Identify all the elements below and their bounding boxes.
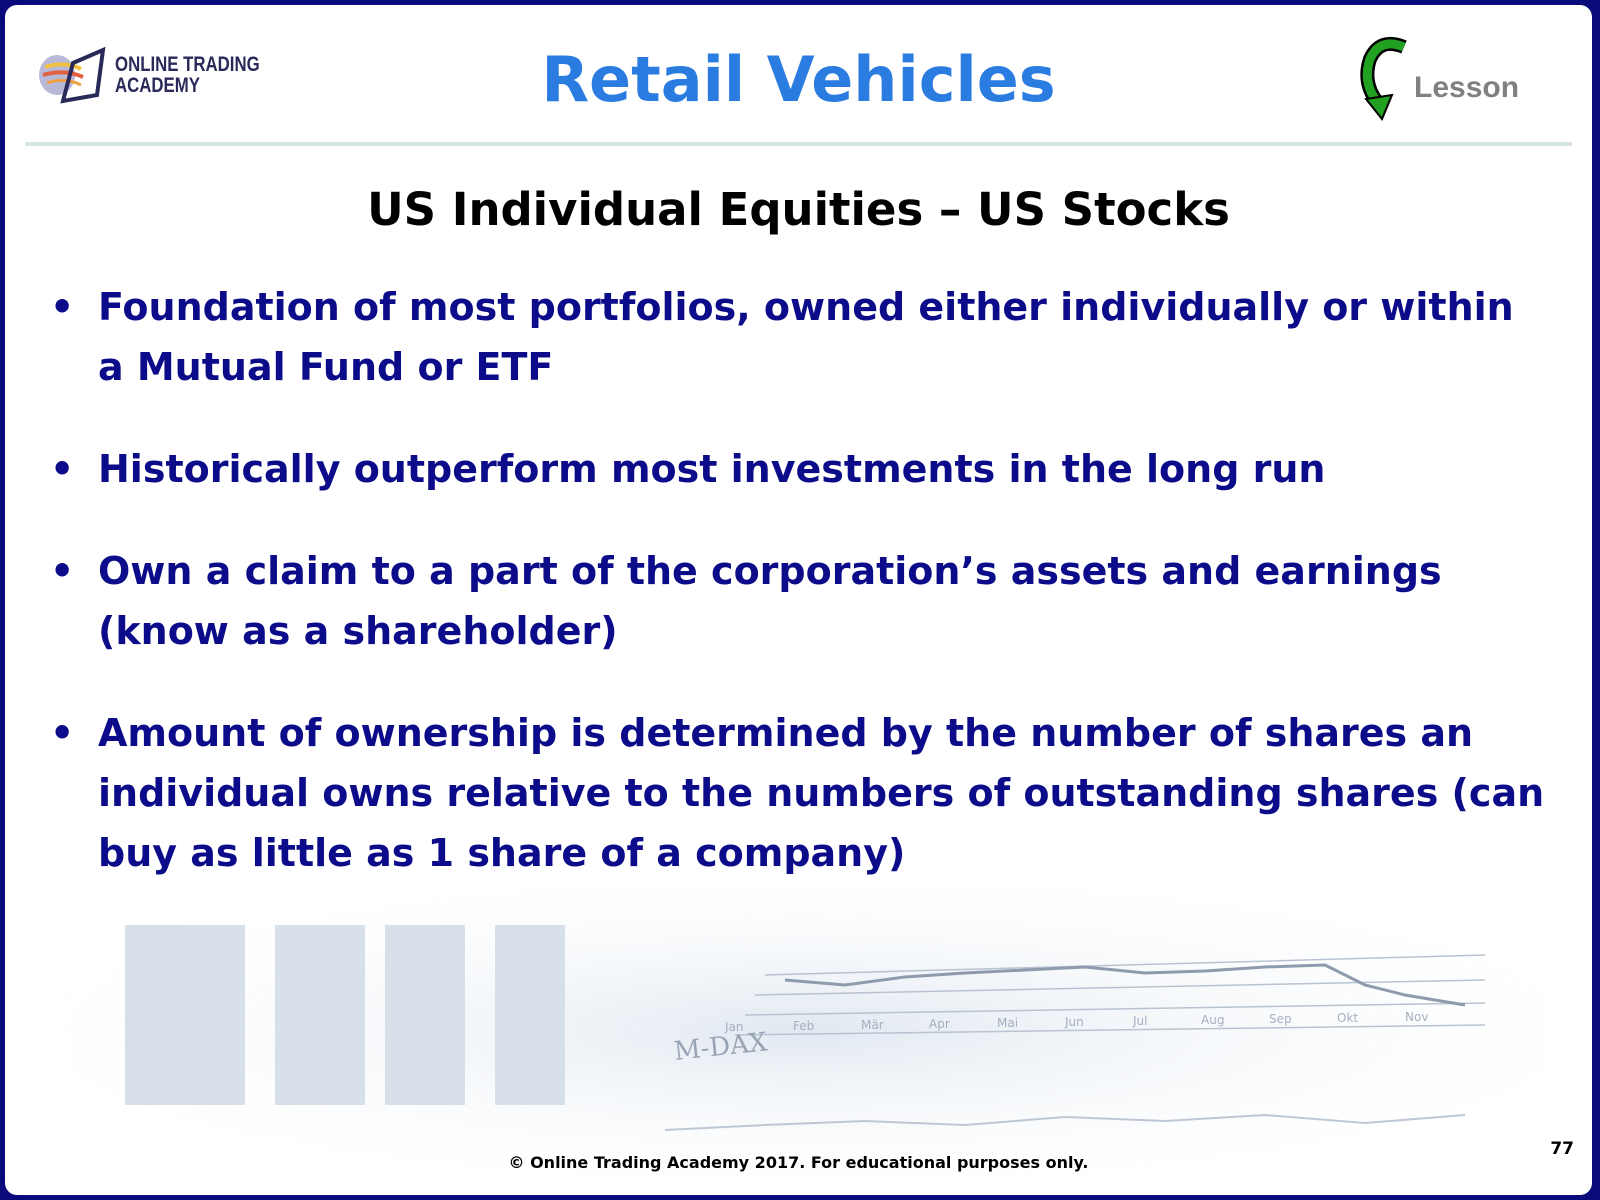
chart-month-label: Aug bbox=[1201, 1013, 1224, 1027]
bullet-item: • Foundation of most portfolios, owned ei… bbox=[50, 285, 1514, 389]
logo: ONLINE TRADING ACADEMY bbox=[35, 45, 296, 105]
slide-title: Retail Vehicles bbox=[541, 43, 1056, 116]
header-divider bbox=[25, 142, 1572, 146]
copyright-footer: © Online Trading Academy 2017. For educa… bbox=[508, 1153, 1089, 1172]
logo-text: ACADEMY bbox=[115, 74, 200, 97]
bullet-item: • Historically outperform most investment… bbox=[50, 447, 1326, 491]
bullet-item: • Own a claim to a part of the corporatio… bbox=[50, 549, 1442, 653]
chart-month-label: Okt bbox=[1337, 1011, 1358, 1025]
background-stock-chart-image: M-DAX Jan Feb Mär Apr Mai Jun Jul Aug Sep Okt Nov bbox=[65, 885, 1545, 1175]
slide: ONLINE TRADING ACADEMY Retail Vehicles L… bbox=[5, 5, 1592, 1195]
chart-month-label: Apr bbox=[929, 1017, 950, 1031]
lesson-button[interactable]: Lesson bbox=[1360, 33, 1519, 123]
chart-month-label: Mär bbox=[861, 1018, 884, 1032]
green-curved-arrow-icon bbox=[1360, 37, 1407, 121]
bullet-list: • Foundation of most portfolios, owned ei… bbox=[50, 277, 1550, 925]
logo-text: ONLINE TRADING bbox=[115, 53, 260, 76]
logo-globe-book-icon bbox=[39, 46, 106, 104]
chart-month-label: Jul bbox=[1132, 1014, 1147, 1028]
chart-month-label: Feb bbox=[793, 1019, 814, 1033]
slide-subtitle: US Individual Equities – US Stocks bbox=[367, 183, 1230, 236]
bullet-item: • Amount of ownership is determined by th… bbox=[50, 711, 1545, 875]
chart-month-label: Sep bbox=[1269, 1012, 1292, 1026]
chart-month-label: Nov bbox=[1405, 1010, 1428, 1024]
chart-month-label: Jun bbox=[1064, 1015, 1084, 1029]
chart-month-label: Jan bbox=[724, 1020, 744, 1034]
lesson-label: Lesson bbox=[1414, 71, 1520, 104]
chart-month-label: Mai bbox=[997, 1016, 1018, 1030]
page-number: 77 bbox=[1550, 1139, 1574, 1159]
